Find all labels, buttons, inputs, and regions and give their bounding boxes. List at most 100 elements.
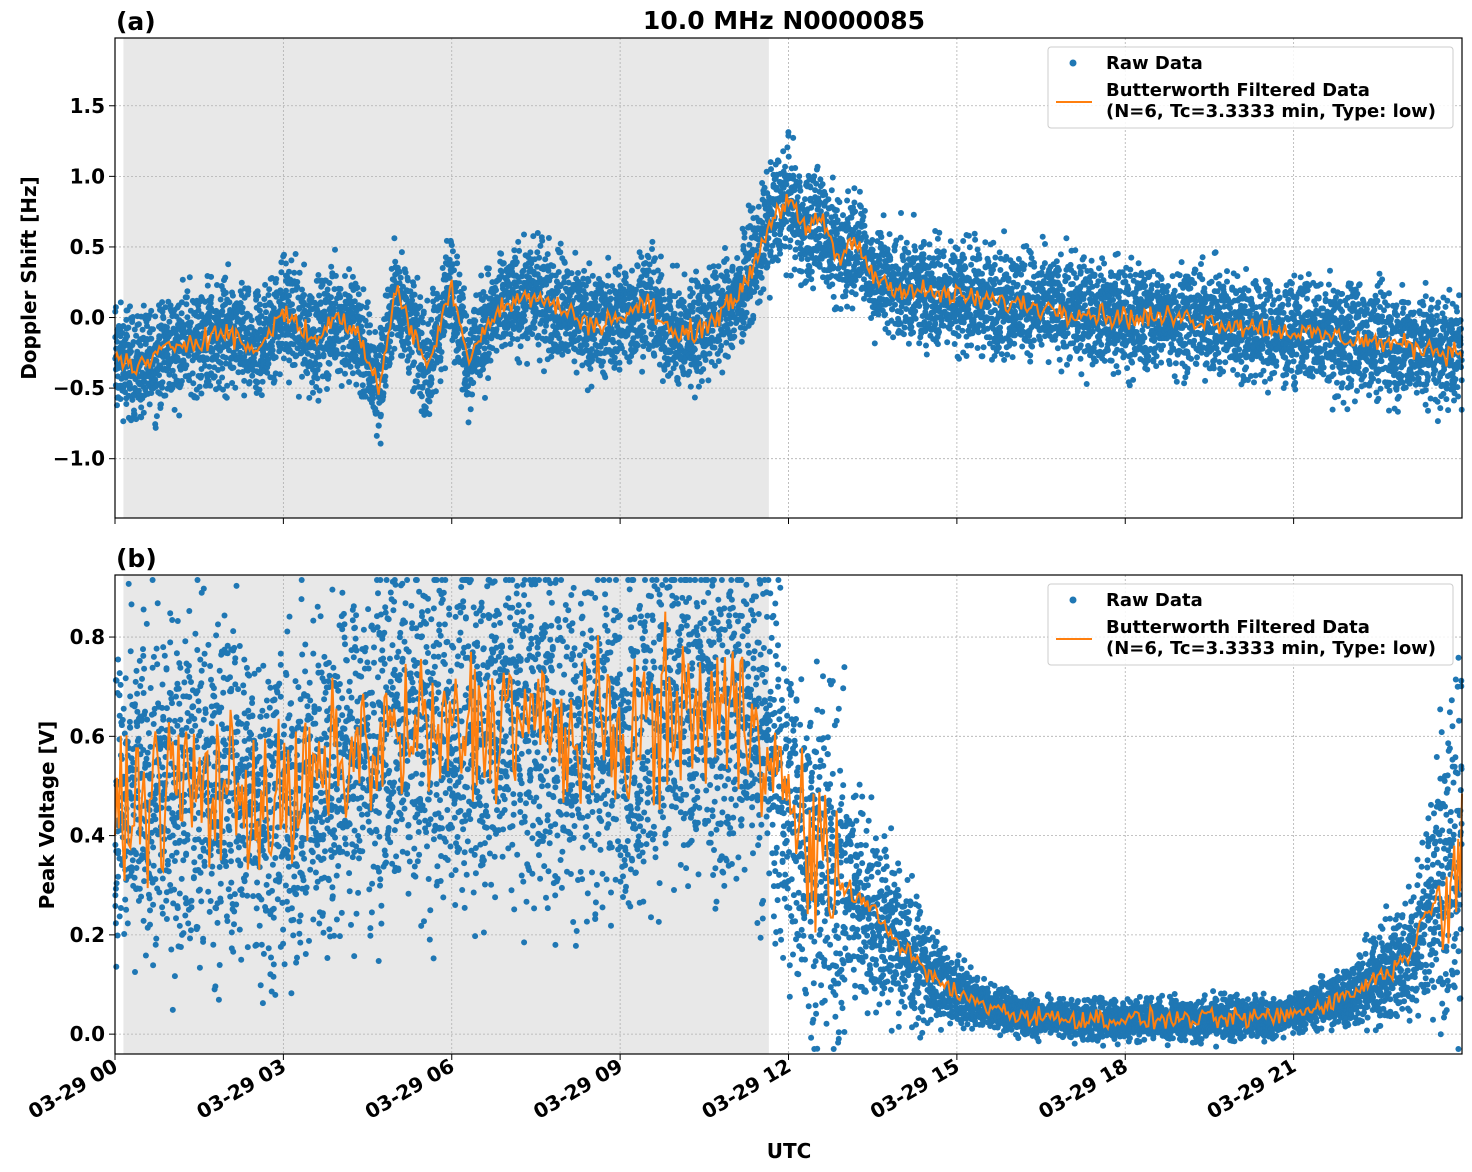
- raw-data-point: [581, 267, 588, 274]
- raw-data-point: [467, 406, 474, 413]
- raw-data-point: [153, 413, 160, 420]
- raw-data-point: [353, 381, 360, 388]
- raw-data-point: [753, 278, 760, 285]
- raw-data-point: [404, 277, 411, 284]
- raw-data-point: [224, 382, 231, 389]
- raw-data-point: [756, 298, 763, 305]
- raw-data-point: [214, 282, 220, 288]
- raw-data-point: [355, 291, 362, 298]
- raw-data-point: [139, 326, 146, 333]
- raw-data-point: [413, 378, 420, 385]
- raw-data-point: [204, 356, 211, 363]
- raw-data-point: [256, 301, 263, 308]
- raw-data-point: [226, 347, 232, 354]
- raw-data-point: [602, 374, 609, 381]
- raw-data-point: [852, 208, 859, 215]
- raw-data-point: [359, 382, 366, 389]
- raw-data-point: [507, 341, 514, 347]
- raw-data-point: [583, 342, 590, 348]
- raw-data-point: [485, 271, 492, 278]
- raw-data-point: [884, 246, 891, 253]
- raw-data-point: [729, 263, 736, 270]
- raw-data-point: [354, 284, 361, 291]
- raw-data-point: [700, 366, 707, 373]
- raw-data-point: [164, 351, 171, 358]
- raw-data-point: [790, 172, 797, 179]
- raw-data-point: [626, 358, 633, 365]
- raw-data-point: [196, 383, 203, 390]
- raw-data-point: [649, 246, 655, 252]
- raw-data-point: [545, 235, 552, 241]
- raw-data-point: [672, 361, 679, 367]
- raw-data-point: [184, 288, 191, 295]
- raw-data-point: [912, 308, 919, 315]
- raw-data-point: [634, 342, 641, 349]
- raw-data-point: [616, 263, 623, 270]
- raw-data-point: [332, 246, 338, 253]
- raw-data-point: [265, 292, 272, 298]
- raw-data-point: [193, 394, 200, 401]
- raw-data-point: [131, 411, 138, 418]
- raw-data-point: [316, 387, 323, 394]
- raw-data-point: [583, 291, 589, 298]
- raw-data-point: [851, 185, 858, 192]
- raw-data-point: [112, 304, 119, 311]
- raw-data-point: [127, 381, 133, 388]
- raw-data-point: [198, 390, 205, 397]
- raw-data-point: [607, 295, 614, 302]
- raw-data-point: [286, 357, 293, 364]
- raw-data-point: [405, 369, 412, 376]
- raw-data-point: [377, 411, 384, 418]
- raw-data-point: [557, 249, 564, 256]
- raw-data-point: [209, 348, 216, 355]
- raw-data-point: [674, 262, 680, 269]
- raw-data-point: [861, 222, 868, 229]
- raw-data-point: [137, 342, 144, 349]
- raw-data-point: [808, 276, 815, 283]
- raw-data-point: [761, 184, 768, 191]
- raw-data-point: [138, 414, 145, 421]
- raw-data-point: [129, 319, 136, 325]
- raw-data-point: [214, 352, 220, 359]
- raw-data-point: [842, 288, 849, 295]
- raw-data-point: [366, 329, 373, 336]
- raw-data-point: [152, 424, 159, 431]
- raw-data-point: [455, 280, 462, 287]
- raw-data-point: [706, 350, 713, 357]
- raw-data-point: [898, 210, 904, 216]
- raw-data-point: [755, 203, 762, 210]
- raw-data-point: [331, 305, 337, 312]
- raw-data-point: [861, 207, 868, 214]
- raw-data-point: [572, 249, 579, 256]
- raw-data-point: [962, 264, 969, 271]
- raw-data-point: [521, 231, 527, 238]
- raw-data-point: [465, 419, 472, 426]
- raw-data-point: [711, 344, 718, 351]
- raw-data-point: [741, 301, 747, 308]
- raw-data-point: [920, 251, 927, 258]
- raw-data-point: [124, 333, 131, 340]
- raw-data-point: [610, 339, 617, 346]
- raw-data-point: [966, 244, 973, 251]
- raw-data-point: [829, 281, 836, 288]
- raw-data-point: [159, 384, 166, 391]
- raw-data-point: [129, 396, 136, 403]
- raw-data-point: [217, 360, 224, 366]
- raw-data-point: [386, 360, 393, 367]
- raw-data-point: [786, 244, 793, 250]
- raw-data-point: [709, 327, 716, 334]
- raw-data-point: [190, 380, 197, 387]
- raw-data-point: [270, 305, 277, 312]
- raw-data-point: [535, 341, 542, 348]
- raw-data-point: [934, 341, 941, 348]
- raw-data-point: [346, 379, 353, 385]
- raw-data-point: [875, 311, 882, 318]
- raw-data-point: [408, 349, 415, 356]
- raw-data-point: [829, 174, 836, 181]
- raw-data-point: [790, 134, 797, 141]
- raw-data-point: [698, 378, 705, 385]
- raw-data-point: [837, 306, 844, 312]
- raw-data-point: [442, 365, 449, 372]
- raw-data-point: [799, 201, 806, 208]
- raw-data-point: [844, 197, 851, 204]
